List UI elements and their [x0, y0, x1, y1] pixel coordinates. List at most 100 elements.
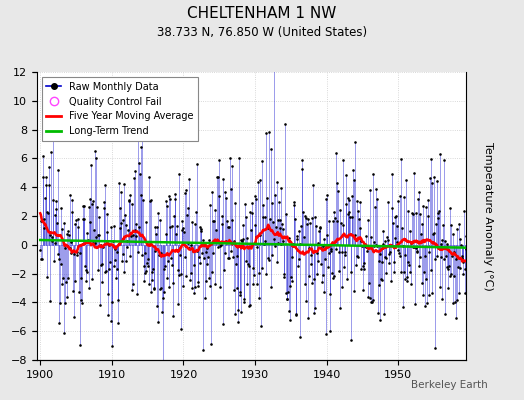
Point: [85, 204, 93, 211]
Point: [37, 218, 45, 224]
Point: [370, 239, 379, 245]
Point: [48, 238, 57, 244]
Point: [50, 240, 59, 246]
Point: [160, 266, 168, 272]
Point: [419, 292, 427, 298]
Point: [426, 174, 434, 181]
Point: [451, 299, 459, 305]
Point: [302, 298, 310, 304]
Point: [262, 130, 270, 136]
Point: [171, 230, 180, 237]
Point: [233, 253, 242, 260]
Point: [272, 224, 280, 230]
Point: [419, 202, 428, 209]
Point: [202, 249, 210, 256]
Point: [381, 238, 389, 244]
Point: [309, 182, 317, 188]
Point: [124, 197, 133, 203]
Point: [86, 196, 95, 202]
Point: [288, 254, 296, 260]
Point: [163, 203, 171, 210]
Point: [461, 289, 469, 296]
Point: [94, 214, 103, 220]
Point: [360, 265, 368, 272]
Point: [441, 310, 449, 317]
Point: [344, 194, 353, 201]
Point: [372, 186, 380, 192]
Point: [380, 254, 389, 260]
Point: [176, 326, 184, 332]
Point: [374, 310, 382, 316]
Point: [311, 304, 320, 311]
Point: [184, 205, 192, 211]
Point: [255, 270, 264, 276]
Point: [314, 258, 323, 264]
Point: [245, 263, 253, 270]
Point: [242, 258, 250, 264]
Point: [165, 283, 173, 290]
Point: [162, 274, 171, 281]
Point: [115, 205, 124, 211]
Point: [222, 195, 230, 202]
Point: [323, 232, 332, 238]
Point: [54, 250, 62, 257]
Point: [299, 208, 308, 215]
Point: [367, 298, 375, 305]
Point: [319, 243, 327, 250]
Point: [350, 177, 358, 183]
Point: [244, 261, 252, 267]
Point: [260, 238, 269, 244]
Point: [313, 271, 321, 277]
Point: [428, 290, 436, 296]
Point: [141, 270, 149, 276]
Point: [292, 311, 300, 318]
Point: [362, 233, 370, 240]
Point: [226, 186, 235, 192]
Point: [399, 193, 408, 200]
Point: [289, 243, 297, 249]
Point: [137, 192, 145, 198]
Point: [342, 172, 350, 179]
Point: [298, 166, 306, 172]
Point: [59, 275, 67, 282]
Point: [47, 149, 55, 155]
Point: [366, 295, 374, 302]
Point: [444, 284, 453, 291]
Point: [282, 296, 291, 302]
Point: [465, 312, 473, 319]
Point: [388, 205, 396, 211]
Point: [445, 205, 454, 211]
Point: [214, 244, 222, 250]
Point: [418, 280, 427, 286]
Point: [225, 255, 234, 262]
Point: [438, 296, 446, 303]
Point: [191, 284, 200, 290]
Point: [453, 297, 462, 303]
Point: [246, 302, 254, 308]
Point: [346, 268, 355, 275]
Point: [448, 252, 456, 259]
Point: [214, 193, 223, 199]
Point: [376, 317, 384, 324]
Point: [267, 284, 276, 290]
Point: [373, 243, 381, 249]
Point: [182, 186, 190, 193]
Point: [66, 244, 74, 251]
Point: [434, 215, 442, 221]
Point: [296, 240, 304, 247]
Point: [53, 220, 61, 226]
Point: [334, 187, 342, 194]
Point: [280, 273, 288, 280]
Point: [251, 222, 259, 228]
Text: Berkeley Earth: Berkeley Earth: [411, 380, 487, 390]
Point: [300, 234, 308, 240]
Point: [63, 230, 71, 237]
Point: [416, 211, 424, 218]
Point: [206, 283, 214, 289]
Point: [203, 261, 211, 267]
Point: [405, 261, 413, 268]
Point: [239, 296, 248, 302]
Point: [110, 262, 118, 269]
Point: [49, 197, 57, 203]
Point: [293, 233, 302, 240]
